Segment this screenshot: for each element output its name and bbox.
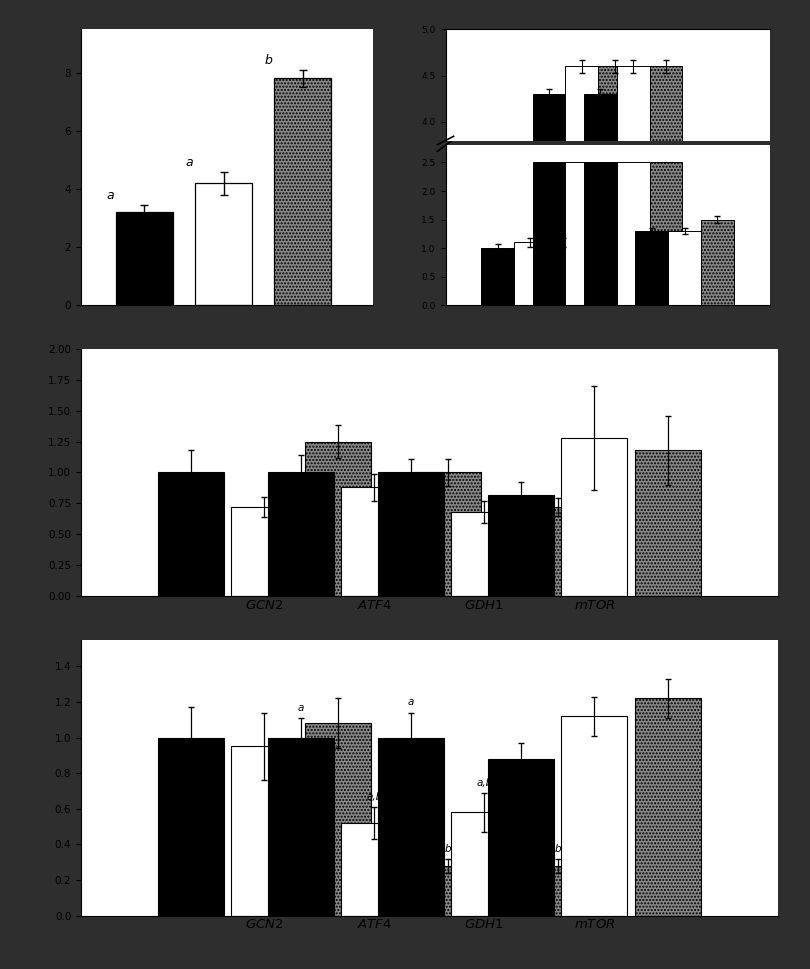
Bar [547,242,579,305]
Bar [488,494,554,596]
Bar [341,487,407,596]
Bar [268,737,334,916]
Text: a,b: a,b [476,778,492,788]
Bar [378,473,444,596]
Bar [634,451,701,596]
Bar [305,723,371,916]
Bar [533,163,565,305]
Bar [636,231,668,305]
Bar [561,716,627,916]
Bar [232,507,297,596]
Text: a: a [106,189,114,203]
Bar [634,699,701,916]
Bar [415,473,480,596]
Bar [514,242,547,305]
Bar [268,473,334,596]
Bar [584,94,617,493]
Text: a,b: a,b [366,792,382,802]
Bar [598,163,631,305]
Bar [451,812,518,916]
Text: a: a [185,156,194,169]
Bar [305,442,371,596]
Bar [525,507,590,596]
Bar [275,78,331,305]
Bar [158,473,224,596]
Text: b: b [445,844,451,854]
Bar [116,212,173,305]
Bar [533,94,565,493]
Text: a: a [298,703,305,713]
Bar [668,231,701,305]
Bar [341,823,407,916]
Bar [650,163,682,305]
Bar [701,220,734,305]
Bar [378,737,444,916]
Bar [481,248,514,305]
Text: b: b [265,54,273,67]
Bar [451,512,518,596]
Text: b: b [554,844,561,854]
Bar [565,163,598,305]
Bar [584,163,617,305]
Bar [617,66,650,493]
Bar [650,66,682,493]
Bar [488,759,554,916]
Bar [232,746,297,916]
Bar [158,737,224,916]
Bar [561,438,627,596]
Bar [617,163,650,305]
Bar [565,66,598,493]
Bar [525,866,590,916]
Bar [415,866,480,916]
Bar [195,183,252,305]
Bar [598,66,631,493]
Text: a: a [407,698,414,707]
